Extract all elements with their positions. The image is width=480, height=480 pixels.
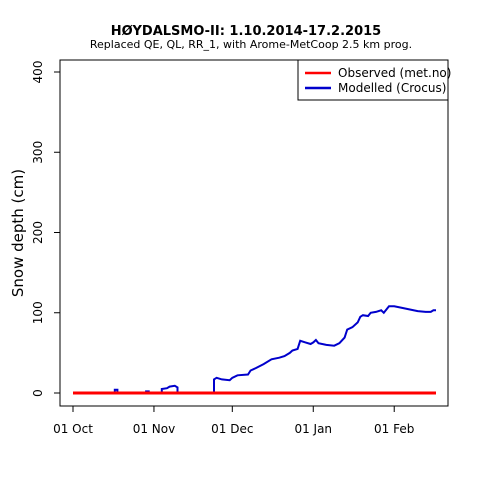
x-tick-label: 01 Oct <box>53 422 93 436</box>
y-tick-label: 200 <box>31 221 45 244</box>
y-tick-label: 300 <box>31 141 45 164</box>
y-tick-label: 400 <box>31 61 45 84</box>
y-axis-label: Snow depth (cm) <box>9 169 27 297</box>
x-tick-label: 01 Nov <box>133 422 176 436</box>
legend-label-modelled: Modelled (Crocus) <box>338 81 446 95</box>
x-axis: 01 Oct 01 Nov 01 Dec 01 Jan 01 Feb <box>53 406 414 436</box>
x-tick-label: 01 Jan <box>294 422 332 436</box>
x-tick-label: 01 Feb <box>374 422 414 436</box>
y-tick-label: 100 <box>31 301 45 324</box>
legend-label-observed: Observed (met.no) <box>338 66 451 80</box>
series-line-modelled <box>73 305 436 394</box>
series-layer <box>73 305 436 395</box>
plot-frame <box>59 59 449 407</box>
y-axis: 0 100 200 300 400 <box>31 61 60 397</box>
chart-subtitle: Replaced QE, QL, RR_1, with Arome-MetCoo… <box>90 38 412 51</box>
legend-box <box>297 59 449 101</box>
legend: Observed (met.no) Modelled (Crocus) <box>297 59 451 101</box>
x-tick-label: 01 Dec <box>211 422 253 436</box>
chart-title: HØYDALSMO-II: 1.10.2014-17.2.2015 <box>111 24 381 39</box>
y-tick-label: 0 <box>31 389 45 397</box>
